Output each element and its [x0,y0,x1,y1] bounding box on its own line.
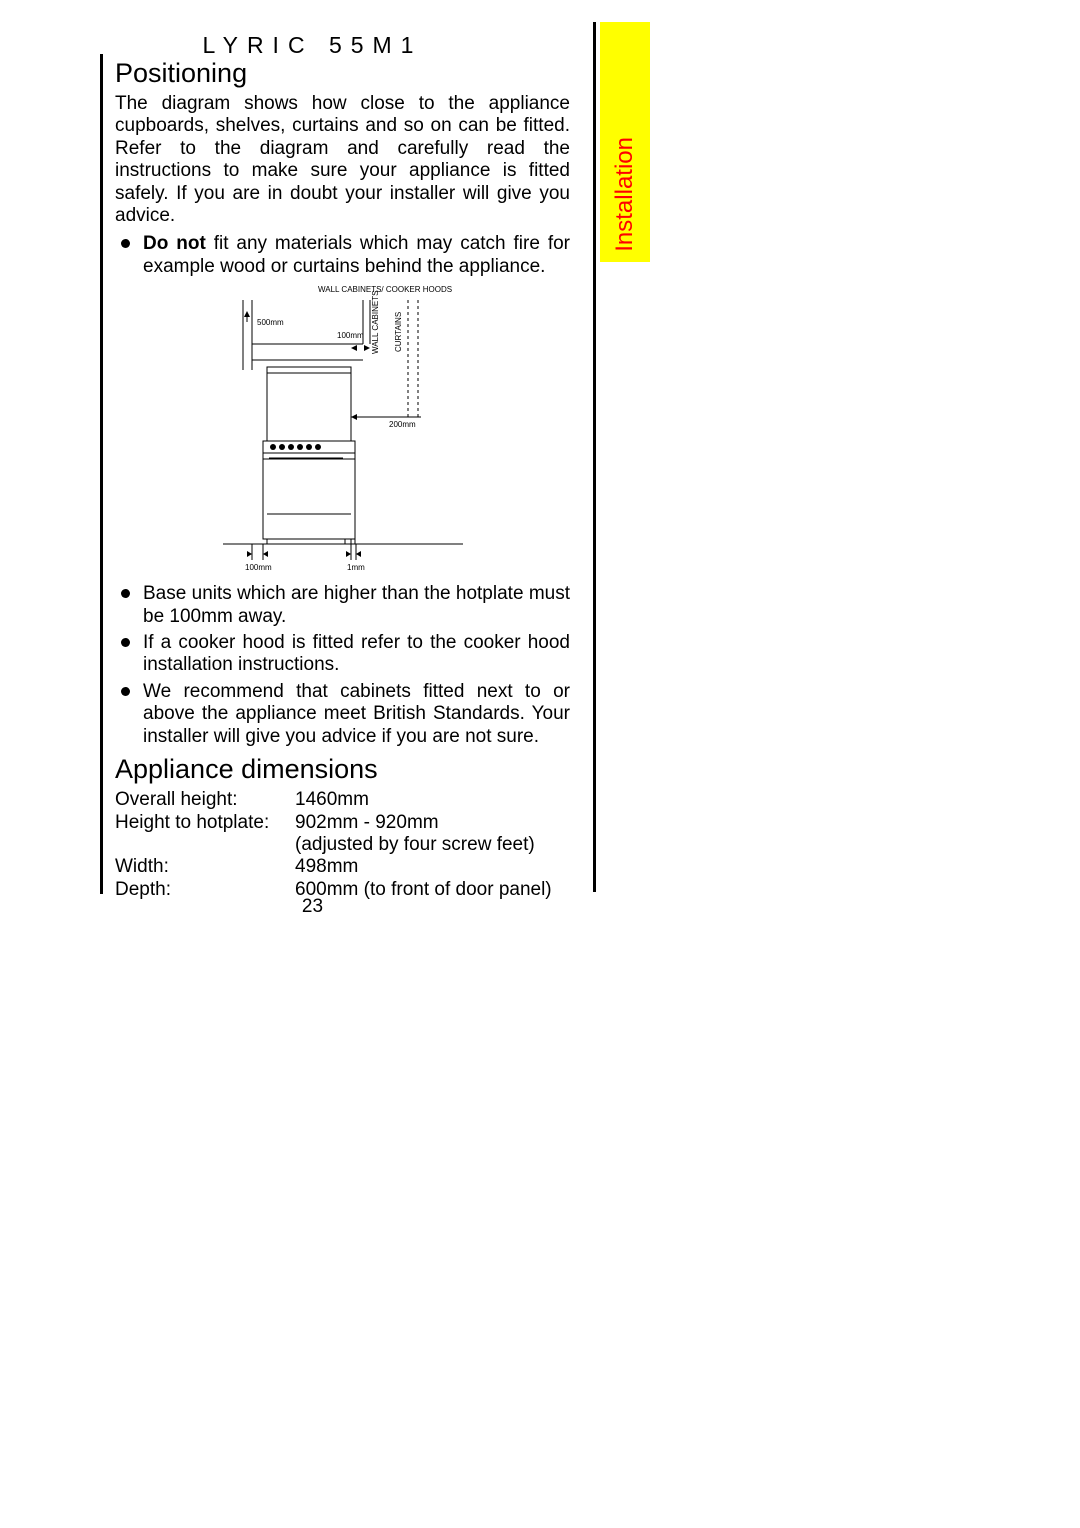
bullet-cooker-hood: If a cooker hood is fitted refer to the … [115,632,570,677]
dim-label: Overall height: [115,789,295,811]
positioning-bullets-bottom: Base units which are higher than the hot… [115,583,570,748]
dim-value: 902mm - 920mm [295,812,552,834]
table-row: (adjusted by four screw feet) [115,834,552,856]
diagram-label-curtains: CURTAINS [394,312,403,352]
diagram-label-floor-100mm: 100mm [245,563,272,572]
column-rule-left [100,54,103,894]
diagram-label-top1: WALL CABINETS/ COOKER HOODS [318,285,452,294]
diagram-label-500mm: 500mm [257,318,284,327]
page: LYRIC 55M1 Installation Positioning The … [0,0,1080,1528]
diagram-label-200mm: 200mm [389,420,416,429]
table-row: Overall height: 1460mm [115,789,552,811]
dimensions-table: Overall height: 1460mm Height to hotplat… [115,789,552,901]
table-row: Height to hotplate: 902mm - 920mm [115,812,552,834]
section-tab-label: Installation [611,137,639,252]
dim-label [115,834,295,856]
diagram-label-floor-1mm: 1mm [347,563,365,572]
dim-label: Width: [115,856,295,878]
dim-value: 498mm [295,856,552,878]
section-tab-installation: Installation [600,22,650,262]
positioning-bullets-top: Do not fit any materials which may catch… [115,233,570,278]
bullet-do-not: Do not fit any materials which may catch… [115,233,570,278]
positioning-diagram: WALL CABINETS/ COOKER HOODS 500mm 100mm [115,282,570,577]
page-number: 23 [0,896,625,918]
diagram-label-100mm: 100mm [337,331,364,340]
positioning-intro: The diagram shows how close to the appli… [115,93,570,227]
page-title: LYRIC 55M1 [0,32,625,59]
bullet-base-units: Base units which are higher than the hot… [115,583,570,628]
dim-value: 1460mm [295,789,552,811]
bullet-british-standards: We recommend that cabinets fitted next t… [115,681,570,748]
heading-dimensions: Appliance dimensions [115,754,570,785]
diagram-label-wallcabs: WALL CABINETS [371,291,380,354]
clearance-diagram-svg: WALL CABINETS/ COOKER HOODS 500mm 100mm [223,282,463,572]
heading-positioning: Positioning [115,58,570,89]
content-column: Positioning The diagram shows how close … [115,58,570,901]
bullet-do-not-bold: Do not [143,233,214,254]
dim-value: (adjusted by four screw feet) [295,834,552,856]
table-row: Width: 498mm [115,856,552,878]
dim-label: Height to hotplate: [115,812,295,834]
column-rule-right [593,22,596,892]
